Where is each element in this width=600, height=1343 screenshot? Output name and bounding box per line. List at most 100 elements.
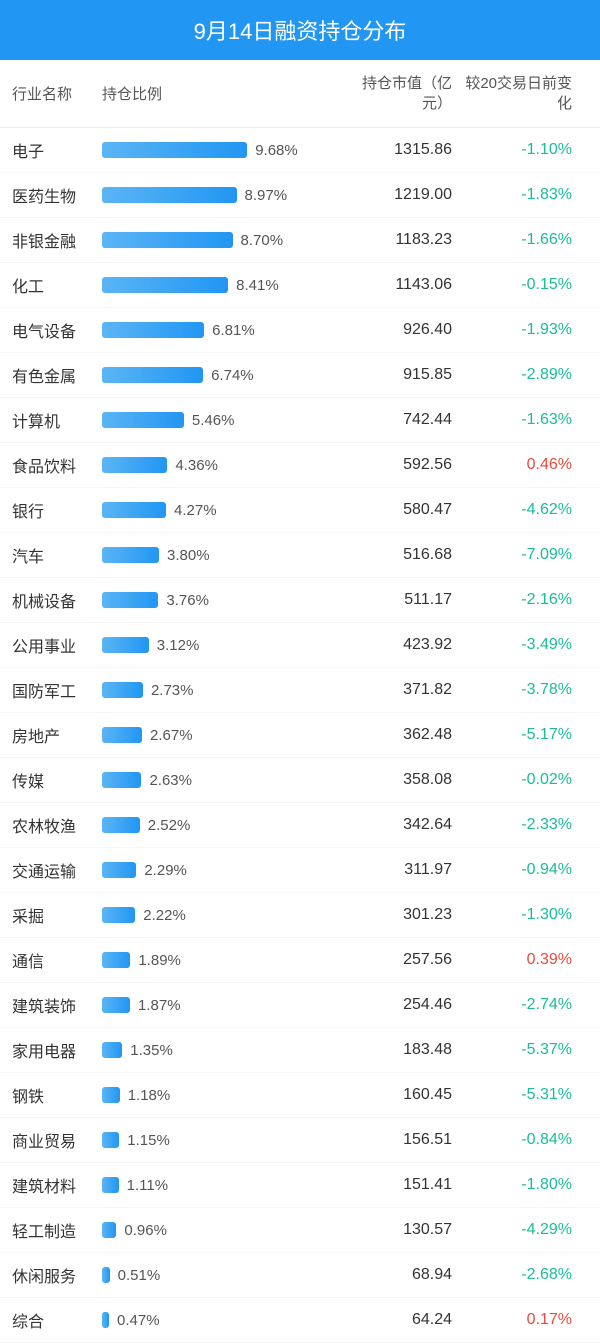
cell-market-value: 257.56 (342, 951, 452, 969)
bar-track (102, 367, 203, 383)
bar-fill (102, 142, 247, 158)
ratio-label: 1.11% (127, 1177, 168, 1194)
bar-track (102, 817, 140, 833)
cell-ratio: 0.51% (102, 1267, 342, 1284)
table-row: 房地产2.67%362.48-5.17% (0, 713, 600, 758)
cell-industry-name: 计算机 (12, 408, 102, 432)
cell-industry-name: 有色金属 (12, 363, 102, 387)
bar-fill (102, 682, 143, 698)
header-change: 较20交易日前变化 (452, 74, 572, 113)
cell-change: -1.83% (452, 186, 572, 204)
cell-market-value: 580.47 (342, 501, 452, 519)
cell-industry-name: 农林牧渔 (12, 813, 102, 837)
cell-market-value: 1219.00 (342, 186, 452, 204)
cell-industry-name: 非银金融 (12, 228, 102, 252)
bar-track (102, 1312, 109, 1328)
bar-track (102, 682, 143, 698)
bar-fill (102, 997, 130, 1013)
ratio-label: 0.47% (117, 1312, 160, 1329)
table-row: 建筑装饰1.87%254.46-2.74% (0, 983, 600, 1028)
ratio-label: 1.18% (128, 1087, 171, 1104)
table-row: 银行4.27%580.47-4.62% (0, 488, 600, 533)
bar-fill (102, 232, 233, 248)
table-row: 电气设备6.81%926.40-1.93% (0, 308, 600, 353)
cell-market-value: 254.46 (342, 996, 452, 1014)
cell-ratio: 1.89% (102, 952, 342, 969)
bar-fill (102, 1312, 109, 1328)
table-row: 化工8.41%1143.06-0.15% (0, 263, 600, 308)
cell-market-value: 68.94 (342, 1266, 452, 1284)
ratio-label: 2.63% (149, 772, 192, 789)
ratio-label: 1.15% (127, 1132, 170, 1149)
cell-ratio: 8.70% (102, 232, 342, 249)
bar-fill (102, 727, 142, 743)
table-row: 汽车3.80%516.68-7.09% (0, 533, 600, 578)
bar-track (102, 1177, 119, 1193)
bar-track (102, 277, 228, 293)
bar-track (102, 412, 184, 428)
bar-fill (102, 592, 158, 608)
cell-market-value: 742.44 (342, 411, 452, 429)
ratio-label: 6.74% (211, 367, 254, 384)
ratio-label: 2.22% (143, 907, 186, 924)
cell-market-value: 156.51 (342, 1131, 452, 1149)
ratio-label: 3.12% (157, 637, 200, 654)
table-row: 传媒2.63%358.08-0.02% (0, 758, 600, 803)
bar-track (102, 1222, 116, 1238)
cell-industry-name: 国防军工 (12, 678, 102, 702)
table-row: 计算机5.46%742.44-1.63% (0, 398, 600, 443)
cell-change: -3.78% (452, 681, 572, 699)
bar-track (102, 727, 142, 743)
cell-change: -1.10% (452, 141, 572, 159)
cell-industry-name: 公用事业 (12, 633, 102, 657)
header-ratio: 持仓比例 (102, 83, 342, 104)
cell-industry-name: 商业贸易 (12, 1128, 102, 1152)
cell-market-value: 915.85 (342, 366, 452, 384)
ratio-label: 2.73% (151, 682, 194, 699)
table-row: 农林牧渔2.52%342.64-2.33% (0, 803, 600, 848)
cell-change: -1.80% (452, 1176, 572, 1194)
ratio-label: 8.41% (236, 277, 279, 294)
cell-market-value: 1315.86 (342, 141, 452, 159)
table-row: 建筑材料1.11%151.41-1.80% (0, 1163, 600, 1208)
cell-market-value: 160.45 (342, 1086, 452, 1104)
cell-industry-name: 传媒 (12, 768, 102, 792)
cell-industry-name: 交通运输 (12, 858, 102, 882)
cell-ratio: 0.47% (102, 1312, 342, 1329)
cell-industry-name: 汽车 (12, 543, 102, 567)
cell-change: -2.16% (452, 591, 572, 609)
table-row: 综合0.47%64.240.17% (0, 1298, 600, 1343)
table-header-row: 行业名称 持仓比例 持仓市值（亿元） 较20交易日前变化 (0, 60, 600, 128)
cell-industry-name: 机械设备 (12, 588, 102, 612)
ratio-label: 5.46% (192, 412, 235, 429)
cell-industry-name: 电子 (12, 138, 102, 162)
table-row: 钢铁1.18%160.45-5.31% (0, 1073, 600, 1118)
bar-fill (102, 637, 149, 653)
bar-track (102, 187, 237, 203)
table-row: 有色金属6.74%915.85-2.89% (0, 353, 600, 398)
ratio-label: 8.97% (245, 187, 288, 204)
cell-ratio: 3.76% (102, 592, 342, 609)
bar-track (102, 952, 130, 968)
cell-industry-name: 银行 (12, 498, 102, 522)
bar-track (102, 907, 135, 923)
bar-fill (102, 187, 237, 203)
bar-fill (102, 502, 166, 518)
bar-fill (102, 412, 184, 428)
table-row: 医药生物8.97%1219.00-1.83% (0, 173, 600, 218)
cell-ratio: 2.63% (102, 772, 342, 789)
header-value: 持仓市值（亿元） (342, 74, 452, 113)
bar-fill (102, 547, 159, 563)
table-row: 非银金融8.70%1183.23-1.66% (0, 218, 600, 263)
cell-change: -5.17% (452, 726, 572, 744)
cell-ratio: 8.97% (102, 187, 342, 204)
cell-market-value: 183.48 (342, 1041, 452, 1059)
cell-market-value: 64.24 (342, 1311, 452, 1329)
header-name: 行业名称 (12, 83, 102, 104)
cell-change: -1.93% (452, 321, 572, 339)
table-row: 国防军工2.73%371.82-3.78% (0, 668, 600, 713)
bar-track (102, 547, 159, 563)
table-row: 交通运输2.29%311.97-0.94% (0, 848, 600, 893)
cell-industry-name: 建筑材料 (12, 1173, 102, 1197)
cell-ratio: 6.81% (102, 322, 342, 339)
